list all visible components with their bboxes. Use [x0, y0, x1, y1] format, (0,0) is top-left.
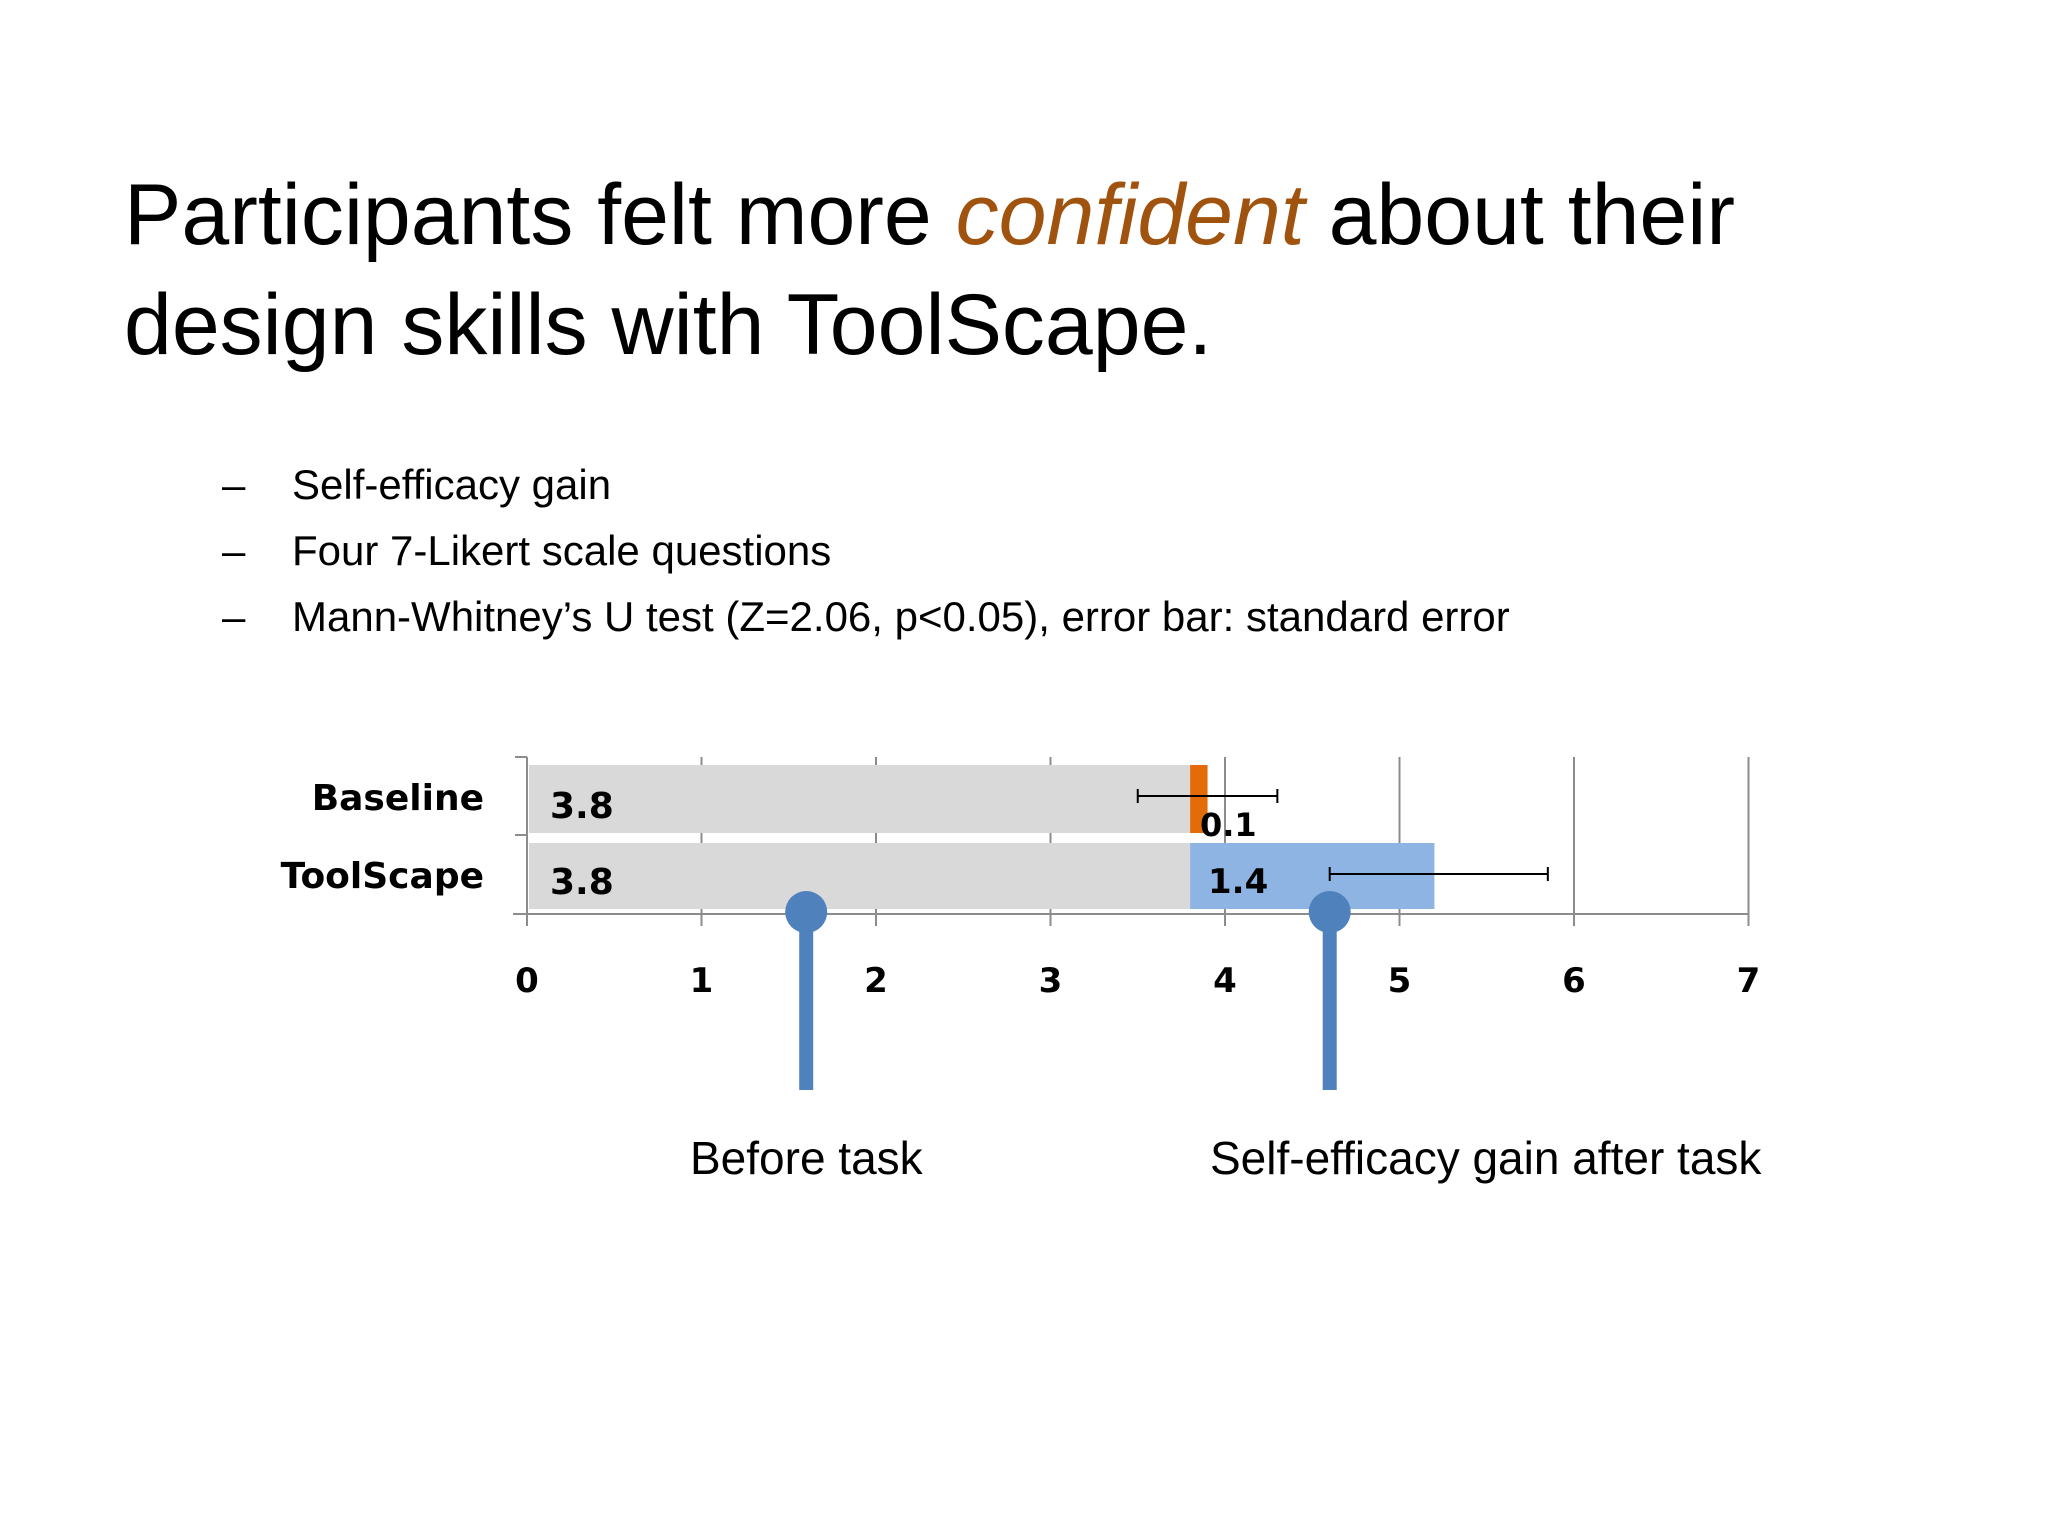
bullet-list: – Self-efficacy gain – Four 7-Likert scale… [222, 452, 1510, 650]
bar-self-efficacy-gain [1190, 765, 1208, 833]
x-tick-label: 6 [1562, 961, 1586, 1001]
bar-before-task [529, 765, 1191, 833]
bullet-dash: – [222, 527, 246, 574]
bullet-item: – Mann-Whitney’s U test (Z=2.06, p<0.05),… [222, 584, 1510, 650]
title-highlight: confident [955, 167, 1305, 263]
x-tick-label: 3 [1039, 961, 1063, 1001]
category-label: Baseline [312, 778, 484, 819]
callout-pointer-head [1308, 891, 1351, 933]
x-tick-label: 1 [690, 961, 714, 1001]
bar-before-task [529, 843, 1191, 909]
callout-pointer-stem [799, 908, 814, 1090]
x-tick-label: 4 [1213, 961, 1237, 1001]
slide-title: Participants felt more confident about t… [124, 160, 1924, 380]
bullet-text: Self-efficacy gain [292, 461, 612, 508]
callout-pointer-stem [1322, 908, 1337, 1090]
callout-pointer-head [785, 891, 828, 933]
bullet-text: Mann-Whitney’s U test (Z=2.06, p<0.05), … [292, 593, 1510, 640]
x-tick-label: 5 [1388, 961, 1412, 1001]
title-text-end: about their design skills with ToolScape… [124, 167, 1735, 373]
bullet-text: Four 7-Likert scale questions [292, 527, 832, 574]
bullet-dash: – [222, 593, 246, 640]
data-label: 3.8 [550, 786, 614, 827]
bullet-item: – Self-efficacy gain [222, 452, 1510, 518]
title-text-start: Participants felt more [124, 167, 956, 263]
category-label: ToolScape [281, 856, 484, 897]
bar-self-efficacy-gain [1190, 843, 1435, 909]
x-tick-label: 2 [864, 961, 888, 1001]
data-label: 0.1 [1200, 806, 1257, 844]
callout-before-task: Before task [690, 1132, 923, 1184]
x-tick-label: 7 [1737, 961, 1761, 1001]
bullet-item: – Four 7-Likert scale questions [222, 518, 1510, 584]
data-label: 3.8 [550, 862, 614, 903]
bullet-dash: – [222, 461, 246, 508]
data-label: 1.4 [1208, 862, 1268, 902]
callout-gain-after-task: Self-efficacy gain after task [1210, 1132, 1762, 1184]
x-tick-label: 0 [515, 961, 539, 1001]
